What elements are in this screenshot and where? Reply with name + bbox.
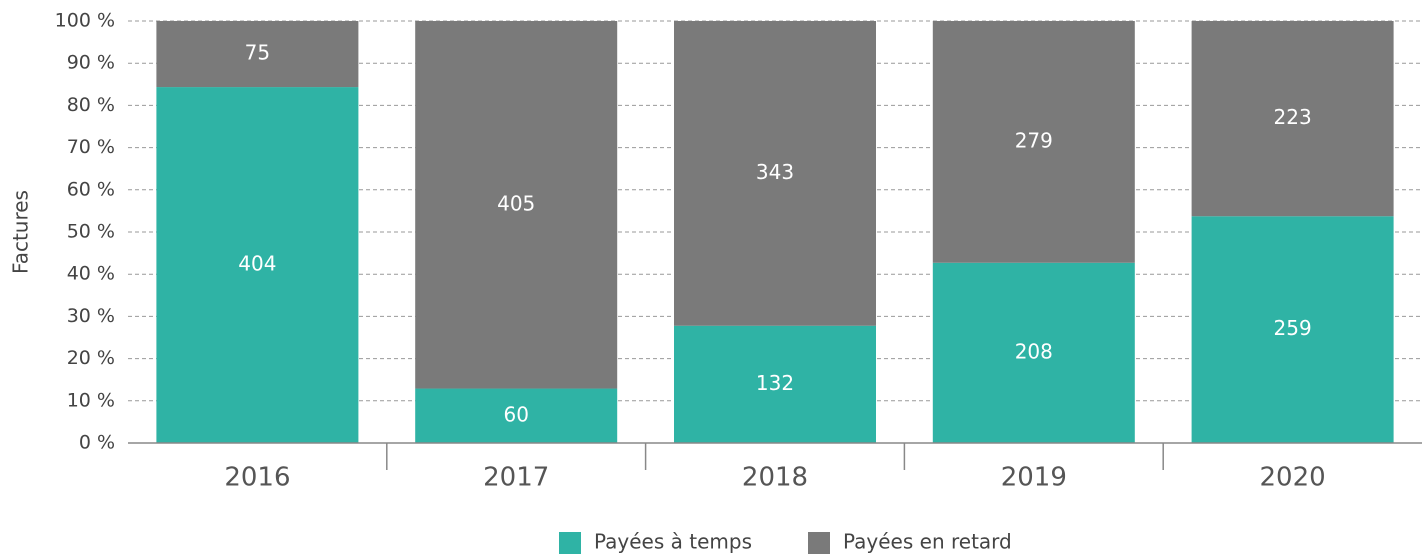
bar-segment	[932, 21, 1135, 263]
data-label: 223	[1274, 105, 1312, 129]
x-tick-label: 2020	[1260, 463, 1326, 493]
x-tick-label: 2016	[224, 463, 290, 493]
bar-segment	[1191, 21, 1394, 217]
y-tick-label: 30 %	[67, 305, 115, 327]
y-tick-label: 0 %	[79, 432, 115, 454]
y-tick-label: 20 %	[67, 347, 115, 369]
data-label: 208	[1015, 339, 1053, 363]
y-tick-label: 70 %	[67, 136, 115, 158]
bar-segment	[415, 21, 618, 389]
data-label: 259	[1274, 316, 1312, 340]
x-tick-label: 2018	[742, 463, 808, 493]
y-tick-label: 90 %	[67, 52, 115, 74]
data-label: 279	[1015, 128, 1053, 152]
x-tick-label: 2019	[1001, 463, 1067, 493]
x-tick-label: 2017	[483, 463, 549, 493]
data-label: 404	[238, 252, 276, 276]
bar-segment	[156, 21, 359, 88]
bar-segment	[415, 388, 618, 443]
y-axis-label: Factures	[9, 190, 33, 274]
bar-segment	[1191, 216, 1394, 443]
y-tick-label: 80 %	[67, 94, 115, 116]
data-label: 75	[245, 41, 270, 65]
data-label: 60	[503, 402, 528, 426]
data-label: 405	[497, 191, 535, 215]
bar-segment	[156, 87, 359, 443]
legend-swatch	[808, 532, 830, 554]
bar-segment	[932, 262, 1135, 443]
legend-label: Payées à temps	[594, 530, 752, 554]
bar-segment	[674, 21, 876, 326]
bar-segment	[674, 325, 876, 443]
legend-label: Payées en retard	[843, 530, 1012, 554]
legend-swatch	[559, 532, 581, 554]
y-tick-label: 60 %	[67, 178, 115, 200]
data-label: 132	[756, 371, 794, 395]
y-tick-label: 50 %	[67, 221, 115, 243]
y-tick-label: 40 %	[67, 263, 115, 285]
y-tick-label: 10 %	[67, 389, 115, 411]
data-label: 343	[756, 160, 794, 184]
y-tick-label: 100 %	[55, 10, 115, 32]
